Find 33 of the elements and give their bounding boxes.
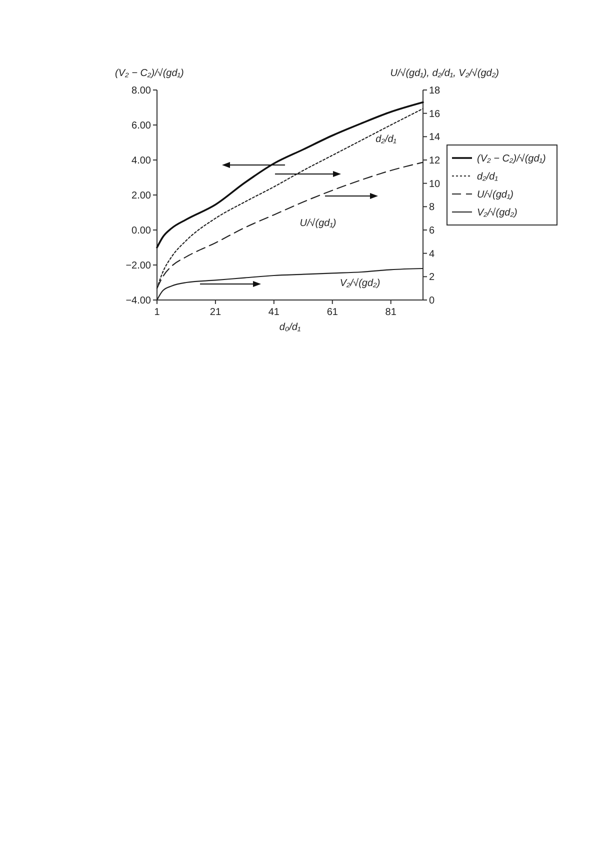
x-tick-label: 21 <box>210 307 222 318</box>
y2-tick-label: 6 <box>429 226 435 236</box>
annotation: V₂/√(gd₂) <box>340 278 380 289</box>
y2-tick-label: 8 <box>429 202 435 214</box>
y-axis-title: (V₂ − C₂)/√(gd₁) <box>115 68 184 79</box>
y2-tick-label: 14 <box>429 132 441 144</box>
x-tick-label: 61 <box>326 307 338 318</box>
x-axis-title: d₀/d₁ <box>279 322 301 333</box>
y-tick-label: 8.00 <box>132 86 152 96</box>
annotation: d₂/d₁ <box>376 134 396 145</box>
legend-label: V₂/√(gd₂) <box>477 208 518 218</box>
y-tick-label: −4.00 <box>126 296 152 306</box>
y2-tick-label: 2 <box>429 272 435 284</box>
y2-tick-label: 18 <box>429 86 441 96</box>
y-tick-label: 0.00 <box>132 226 152 236</box>
x-tick-label: 41 <box>268 307 280 318</box>
x-tick-label: 1 <box>154 307 160 318</box>
x-tick-label: 81 <box>385 307 397 318</box>
y2-tick-label: 4 <box>429 248 435 260</box>
line-series <box>156 101 424 248</box>
y2-tick-label: 12 <box>429 156 441 166</box>
legend-label: d₂/d₁ <box>477 172 498 182</box>
y2-tick-label: 0 <box>429 296 435 306</box>
y-tick-label: 4.00 <box>132 156 152 166</box>
legend-label: U/√(gd₁) <box>477 190 514 200</box>
annotation: U/√(gd₁) <box>300 218 336 229</box>
y-tick-label: −2.00 <box>126 260 152 272</box>
y2-tick-label: 16 <box>429 108 441 120</box>
y2-axis-title: U/√(gd₁), d₂/d₁, V₂/√(gd₂) <box>390 68 499 79</box>
legend-label: (V₂ − C₂)/√(gd₁) <box>477 154 546 164</box>
y-tick-label: 6.00 <box>132 120 152 132</box>
y-tick-label: 2.00 <box>132 190 152 202</box>
y2-tick-label: 10 <box>429 178 441 190</box>
